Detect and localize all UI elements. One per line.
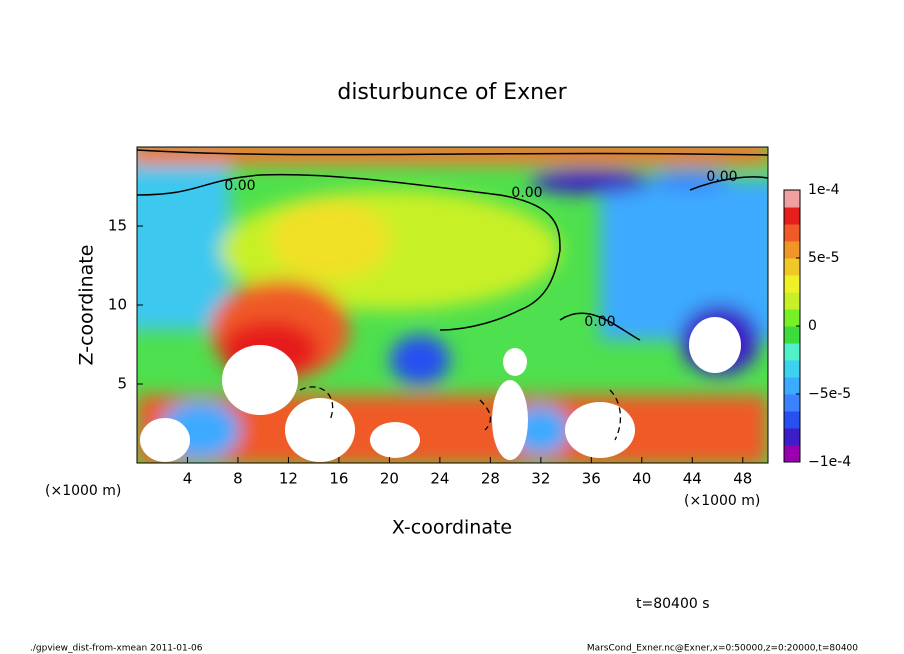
colorbar-segment [784, 394, 800, 412]
x-tick-label: 8 [233, 470, 243, 488]
colorbar-segment [784, 258, 800, 276]
contour-label: 0.00 [511, 185, 542, 201]
colorbar-segment [784, 309, 800, 327]
colorbar-segment [784, 207, 800, 225]
over-range-region [140, 317, 741, 462]
colorbar-segment [784, 428, 800, 446]
contour-label: 0.00 [706, 169, 737, 185]
colorbar-tick-label: 5e-5 [808, 250, 839, 266]
colorbar-segment [784, 343, 800, 361]
contour-line [137, 149, 768, 341]
x-tick-label: 4 [183, 470, 193, 488]
colorbar-segment [784, 292, 800, 310]
y-tick-label: 10 [108, 296, 127, 314]
x-unit-label: (×1000 m) [45, 483, 121, 499]
colorbar-tick-label: −1e-4 [808, 454, 851, 470]
x-tick-label: 24 [430, 470, 449, 488]
footer-right: MarsCond_Exner.nc@Exner,x=0:50000,z=0:20… [587, 644, 858, 654]
y-axis-label: Z-coordinate [76, 245, 98, 366]
colorbar-tick-label: −5e-5 [808, 386, 851, 402]
colorbar-segment [784, 224, 800, 242]
annotation: t=80400 s [636, 596, 710, 612]
colorbar-segment [784, 377, 800, 395]
negative-contour-line [299, 386, 622, 441]
x-tick-label: 16 [329, 470, 348, 488]
x-tick-label: 40 [632, 470, 651, 488]
x-tick-label: 32 [531, 470, 550, 488]
y-tick-label: 15 [108, 217, 127, 235]
x-tick-label: 48 [733, 470, 752, 488]
x-tick-label: 36 [582, 470, 601, 488]
x-unit-label: (×1000 m) [684, 493, 760, 509]
x-axis-label: X-coordinate [392, 517, 512, 539]
colorbar-segment [784, 360, 800, 378]
colorbar-segment [784, 445, 800, 463]
footer-left: ./gpview_dist-from-xmean 2011-01-06 [30, 644, 203, 654]
y-tick-label: 5 [117, 375, 127, 393]
contour-label: 0.00 [224, 178, 255, 194]
x-tick-label: 20 [380, 470, 399, 488]
colorbar-segment [784, 275, 800, 293]
colorbar-segment [784, 241, 800, 259]
x-tick-label: 44 [683, 470, 702, 488]
colorbar-segment [784, 190, 800, 208]
chart-title: disturbunce of Exner [337, 80, 567, 105]
contour-label: 0.00 [584, 314, 615, 330]
colorbar-tick-label: 0 [808, 318, 817, 334]
x-tick-label: 12 [279, 470, 298, 488]
colorbar-segment [784, 326, 800, 344]
x-tick-label: 28 [481, 470, 500, 488]
field [137, 147, 768, 463]
colorbar-tick-label: 1e-4 [808, 182, 840, 198]
colorbar-segment [784, 411, 800, 429]
